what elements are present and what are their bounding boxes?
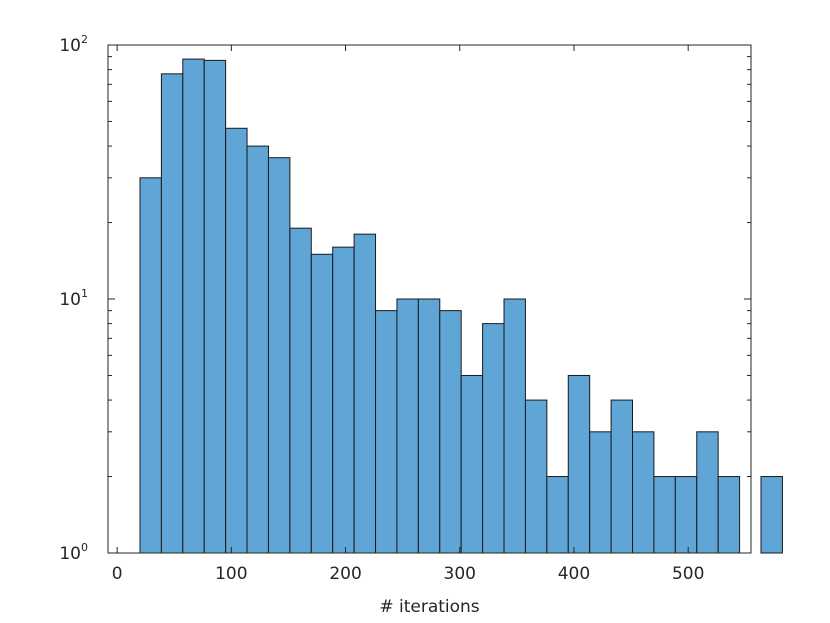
histogram-bar-29	[760, 476, 783, 554]
histogram-bar-25	[674, 476, 698, 554]
histogram-bar-11	[375, 310, 398, 554]
x-tick-label-4: 400	[558, 564, 590, 584]
histogram-bar-2	[182, 58, 205, 554]
histogram-bar-5	[246, 145, 269, 554]
histogram-bar-12	[396, 298, 419, 554]
histogram-bar-22	[610, 399, 634, 554]
y-tick-label-1: 101	[59, 287, 88, 310]
histogram-bar-18	[524, 399, 548, 554]
plot-frame	[107, 44, 752, 554]
histogram-bar-26	[696, 431, 719, 554]
histogram-bar-4	[225, 127, 248, 554]
x-tick-label-0: 0	[112, 564, 123, 584]
histogram-bar-14	[439, 310, 462, 554]
histogram-bar-27	[717, 476, 741, 554]
y-tick-label-2: 102	[59, 33, 88, 56]
y-tick-label-0: 100	[59, 541, 88, 564]
bars-group	[139, 58, 783, 554]
histogram-bar-21	[589, 431, 612, 554]
histogram-bar-24	[653, 476, 676, 554]
histogram-bar-3	[203, 59, 227, 554]
x-tick-label-5: 500	[672, 564, 704, 584]
histogram-bar-10	[353, 233, 377, 554]
x-tick-label-1: 100	[215, 564, 247, 584]
histogram-bar-0	[139, 177, 162, 554]
histogram-bar-23	[632, 431, 655, 554]
x-tick-label-2: 200	[329, 564, 361, 584]
x-axis-label: # iterations	[379, 597, 479, 617]
histogram-bar-19	[546, 476, 569, 554]
histogram-bar-13	[417, 298, 441, 554]
histogram-bar-8	[310, 253, 334, 554]
histogram-bar-16	[482, 323, 505, 554]
histogram-bar-9	[332, 246, 355, 554]
histogram-bar-7	[289, 227, 312, 554]
y-ticks-group: 100 101 102	[59, 33, 751, 564]
histogram-bar-20	[567, 374, 591, 554]
histogram-bar-6	[267, 157, 291, 554]
x-ticks-group: 0 100 200 300 400 500	[112, 45, 704, 584]
histogram-bar-17	[503, 298, 526, 554]
x-tick-label-3: 300	[444, 564, 476, 584]
histogram-bar-1	[160, 73, 184, 554]
histogram-bar-15	[460, 374, 484, 554]
